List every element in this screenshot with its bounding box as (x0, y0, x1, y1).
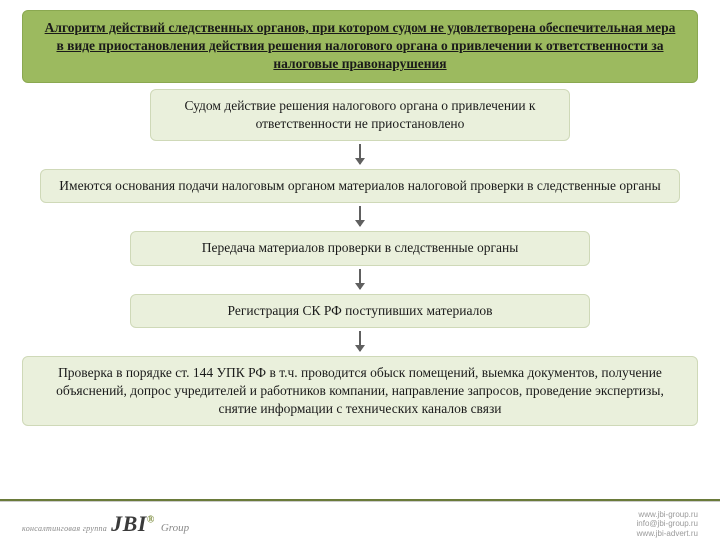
header-text: Алгоритм действий следственных органов, … (45, 20, 676, 71)
footer-links: www.jbi-group.ru info@jbi-group.ru www.j… (637, 510, 698, 539)
flow-node: Передача материалов проверки в следствен… (130, 231, 590, 265)
flowchart: Судом действие решения налогового органа… (0, 89, 720, 427)
flow-node: Имеются основания подачи налоговым орган… (40, 169, 680, 203)
footer-link: www.jbi-group.ru (637, 510, 698, 520)
logo-reg-mark: ® (147, 515, 155, 526)
flow-node: Регистрация СК РФ поступивших материалов (130, 294, 590, 328)
flow-node: Проверка в порядке ст. 144 УПК РФ в т.ч.… (22, 356, 698, 427)
footer-link: www.jbi-advert.ru (637, 529, 698, 539)
logo-main-text: JBI (111, 511, 147, 536)
arrow (359, 206, 361, 226)
footer: консалтинговая группа JBI® Group www.jbi… (0, 506, 720, 542)
arrow (359, 331, 361, 351)
logo-sub: Group (161, 522, 189, 534)
divider (0, 499, 720, 502)
arrow (359, 269, 361, 289)
logo: консалтинговая группа JBI® Group (22, 511, 189, 537)
logo-pretext: консалтинговая группа (22, 524, 107, 533)
header-box: Алгоритм действий следственных органов, … (22, 10, 698, 83)
arrow (359, 144, 361, 164)
flow-node: Судом действие решения налогового органа… (150, 89, 570, 141)
footer-link: info@jbi-group.ru (637, 519, 698, 529)
logo-main: JBI® (111, 511, 155, 537)
